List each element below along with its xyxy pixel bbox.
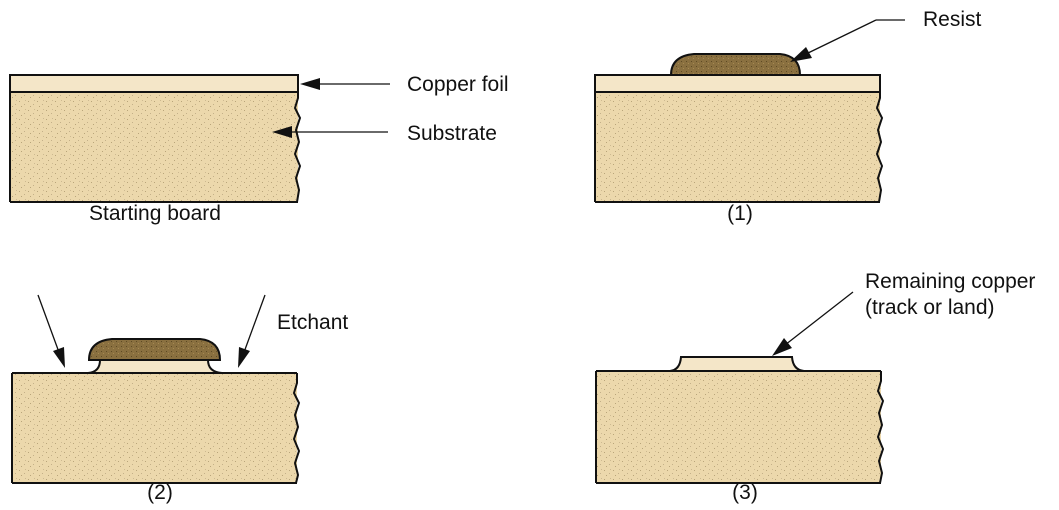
undercut-copper bbox=[87, 359, 223, 374]
remaining-copper-label-line1: Remaining copper bbox=[865, 270, 1035, 293]
remaining-copper-arrowhead bbox=[772, 338, 792, 356]
starting-board-caption: Starting board bbox=[89, 202, 221, 225]
board-outline bbox=[11, 372, 301, 484]
etchant-label: Etchant bbox=[277, 311, 348, 334]
starting-board-panel: Copper foil Substrate Starting board bbox=[9, 73, 509, 225]
substrate-texture bbox=[12, 373, 297, 483]
etchant-arrowhead-left bbox=[53, 347, 65, 368]
etchant-arrow-left-shaft bbox=[37, 294, 61, 356]
copper-foil bbox=[594, 74, 881, 93]
substrate-texture bbox=[596, 371, 881, 483]
substrate-arrowhead bbox=[272, 126, 292, 138]
resist-arrowhead bbox=[790, 47, 812, 62]
step-3-caption: (3) bbox=[732, 481, 758, 504]
step-2-panel: Etchant (2) bbox=[11, 294, 348, 504]
copper-foil bbox=[9, 74, 299, 93]
resist-texture bbox=[91, 341, 218, 358]
remaining-copper-label-line2: (track or land) bbox=[865, 296, 995, 319]
step-3-panel: Remaining copper (track or land) (3) bbox=[595, 270, 1035, 504]
etchant-arrowhead-right bbox=[238, 347, 250, 368]
resist-leader bbox=[805, 19, 877, 55]
substrate-texture bbox=[595, 92, 880, 202]
board-outline bbox=[9, 75, 302, 203]
resist-label: Resist bbox=[923, 8, 982, 31]
step-1-caption: (1) bbox=[727, 202, 753, 225]
remaining-copper-track bbox=[669, 356, 805, 372]
step-2-caption: (2) bbox=[147, 481, 173, 504]
board-outline bbox=[594, 75, 884, 203]
substrate-texture bbox=[10, 92, 298, 202]
remaining-copper-leader bbox=[784, 291, 854, 346]
substrate-label: Substrate bbox=[407, 122, 497, 145]
copper-foil-arrowhead bbox=[300, 78, 320, 90]
board-outline bbox=[595, 370, 885, 484]
step-1-panel: Resist (1) bbox=[594, 8, 982, 225]
resist-texture bbox=[673, 56, 798, 74]
copper-foil-label: Copper foil bbox=[407, 73, 509, 96]
etchant-arrow-right-shaft bbox=[242, 294, 266, 356]
